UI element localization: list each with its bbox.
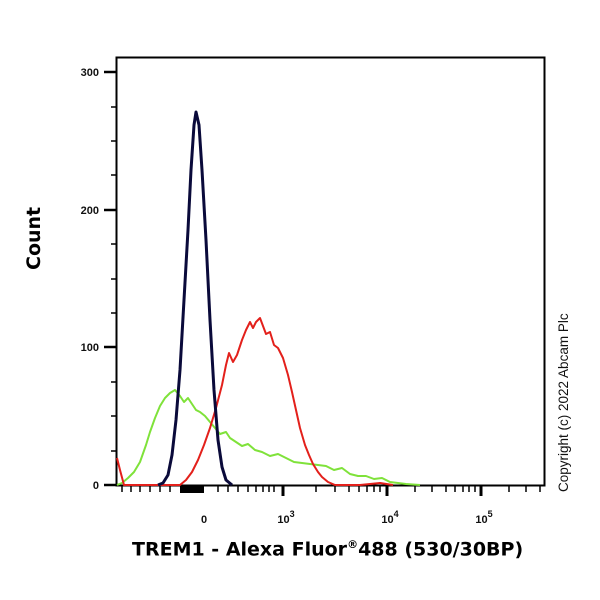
x-axis: [121, 486, 541, 496]
series-control-blue: [157, 110, 233, 487]
copyright-annotation: Copyright (c) 2022 Abcam Plc: [556, 313, 571, 492]
series-trem1-red: [116, 317, 394, 486]
y-axis-label: Count: [23, 206, 45, 270]
series-negative-green: [116, 389, 421, 486]
plot-frame: [115, 56, 546, 487]
y-axis: [104, 70, 117, 487]
x-tick-10e5: 105: [475, 509, 492, 526]
y-tick-100: 100: [81, 342, 99, 354]
x-tick-10e4: 104: [381, 509, 398, 526]
y-tick-0: 0: [93, 480, 99, 492]
x-axis-label: TREM1 - Alexa Fluor®488 (530/30BP): [132, 538, 524, 561]
y-tick-200: 200: [81, 205, 99, 217]
x-tick-10e3: 103: [277, 509, 294, 526]
y-tick-300: 300: [81, 67, 99, 79]
x-tick-0: 0: [201, 514, 207, 526]
